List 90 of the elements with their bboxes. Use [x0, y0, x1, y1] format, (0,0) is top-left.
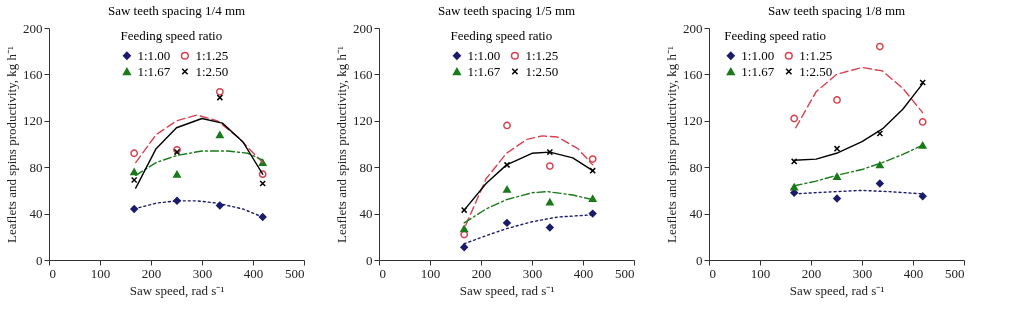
- point: [790, 183, 799, 191]
- point: [875, 42, 884, 51]
- point: [130, 149, 139, 158]
- point: [918, 118, 927, 126]
- x-tick-label: 100: [750, 265, 771, 281]
- y-tick-label: 160: [683, 66, 703, 82]
- x-tick-label: 100: [420, 265, 441, 281]
- y-tick-label: 200: [683, 20, 703, 36]
- x-tick-label: 300: [522, 265, 543, 281]
- y-tick-label: 0: [36, 252, 43, 268]
- legend-title: Feeding speed ratio: [120, 28, 223, 43]
- point: [918, 192, 927, 201]
- y-axis-title: Leaflets and spins productivity, kg h⁻¹: [664, 45, 679, 243]
- legend-label: 1:1.67: [741, 63, 775, 79]
- point: [503, 218, 511, 227]
- x-axis-title: Saw speed, rad s⁻¹: [129, 282, 225, 298]
- y-tick-label: 40: [359, 206, 373, 222]
- point: [588, 209, 597, 218]
- point: [875, 179, 884, 188]
- legend-label: 1:1.25: [799, 47, 833, 63]
- x-tick-label: 300: [852, 265, 873, 281]
- point: [833, 172, 841, 180]
- y-tick-label: 80: [359, 159, 373, 175]
- legend-label: 1:1.67: [467, 63, 501, 79]
- point: [545, 223, 554, 232]
- chart-title: Saw teeth spacing 1/5 mm: [437, 3, 576, 18]
- y-tick-label: 200: [23, 20, 43, 36]
- point: [130, 168, 139, 176]
- y-tick-label: 200: [353, 20, 373, 36]
- legend-label: 1:1.00: [741, 47, 775, 63]
- point: [833, 96, 841, 104]
- point: [545, 162, 554, 170]
- y-tick-label: 120: [353, 113, 373, 129]
- y-tick-label: 0: [366, 252, 373, 268]
- x-axis-title: Saw speed, rad s⁻¹: [459, 282, 555, 298]
- point: [588, 155, 597, 163]
- x-tick-label: 400: [903, 265, 924, 281]
- point: [790, 114, 799, 123]
- point: [130, 205, 139, 213]
- legend-label: 1:2.50: [195, 63, 229, 79]
- x-tick-label: 200: [801, 265, 822, 281]
- x-tick-label: 500: [615, 265, 635, 281]
- point: [833, 194, 841, 203]
- legend-label: 1:1.67: [137, 63, 171, 79]
- point: [588, 195, 597, 203]
- x-tick-label: 500: [945, 265, 965, 281]
- y-tick-label: 80: [29, 159, 43, 175]
- point: [215, 131, 224, 139]
- legend-title: Feeding speed ratio: [450, 28, 553, 43]
- x-tick-label: 100: [90, 265, 111, 281]
- x-tick-label: 0: [49, 265, 56, 281]
- point: [173, 170, 181, 178]
- legend-label: 1:1.25: [525, 47, 559, 63]
- y-tick-label: 40: [29, 206, 43, 222]
- point: [545, 198, 554, 206]
- x-tick-label: 0: [379, 265, 386, 281]
- legend-label: 1:1.00: [467, 47, 501, 63]
- chart-title: Saw teeth spacing 1/4 mm: [107, 3, 246, 18]
- y-tick-label: 40: [689, 206, 703, 222]
- point: [460, 225, 469, 233]
- x-tick-label: 200: [471, 265, 492, 281]
- point: [503, 121, 511, 130]
- point: [215, 87, 224, 96]
- x-tick-label: 500: [285, 265, 305, 281]
- y-tick-label: 160: [23, 66, 43, 82]
- legend-label: 1:2.50: [525, 63, 559, 79]
- y-tick-label: 120: [683, 113, 703, 129]
- point: [460, 243, 469, 252]
- point: [918, 141, 927, 149]
- x-axis-title: Saw speed, rad s⁻¹: [789, 282, 885, 298]
- legend-label: 1:1.00: [137, 47, 171, 63]
- point: [503, 185, 511, 193]
- x-tick-label: 300: [192, 265, 213, 281]
- legend-title: Feeding speed ratio: [724, 28, 827, 43]
- y-tick-label: 120: [23, 113, 43, 129]
- chart-title: Saw teeth spacing 1/8 mm: [767, 3, 906, 18]
- y-tick-label: 0: [696, 252, 703, 268]
- legend-label: 1:2.50: [799, 63, 833, 79]
- line-series: [135, 117, 264, 189]
- x-tick-label: 400: [243, 265, 264, 281]
- x-tick-label: 200: [141, 265, 162, 281]
- y-axis-title: Leaflets and spins productivity, kg h⁻¹: [4, 45, 19, 243]
- x-tick-label: 0: [709, 265, 716, 281]
- line-series: [463, 151, 594, 211]
- y-axis-title: Leaflets and spins productivity, kg h⁻¹: [334, 45, 349, 243]
- point: [258, 170, 267, 179]
- x-tick-label: 400: [573, 265, 594, 281]
- y-tick-label: 80: [689, 159, 703, 175]
- y-tick-label: 160: [353, 66, 373, 82]
- legend-label: 1:1.25: [195, 47, 229, 63]
